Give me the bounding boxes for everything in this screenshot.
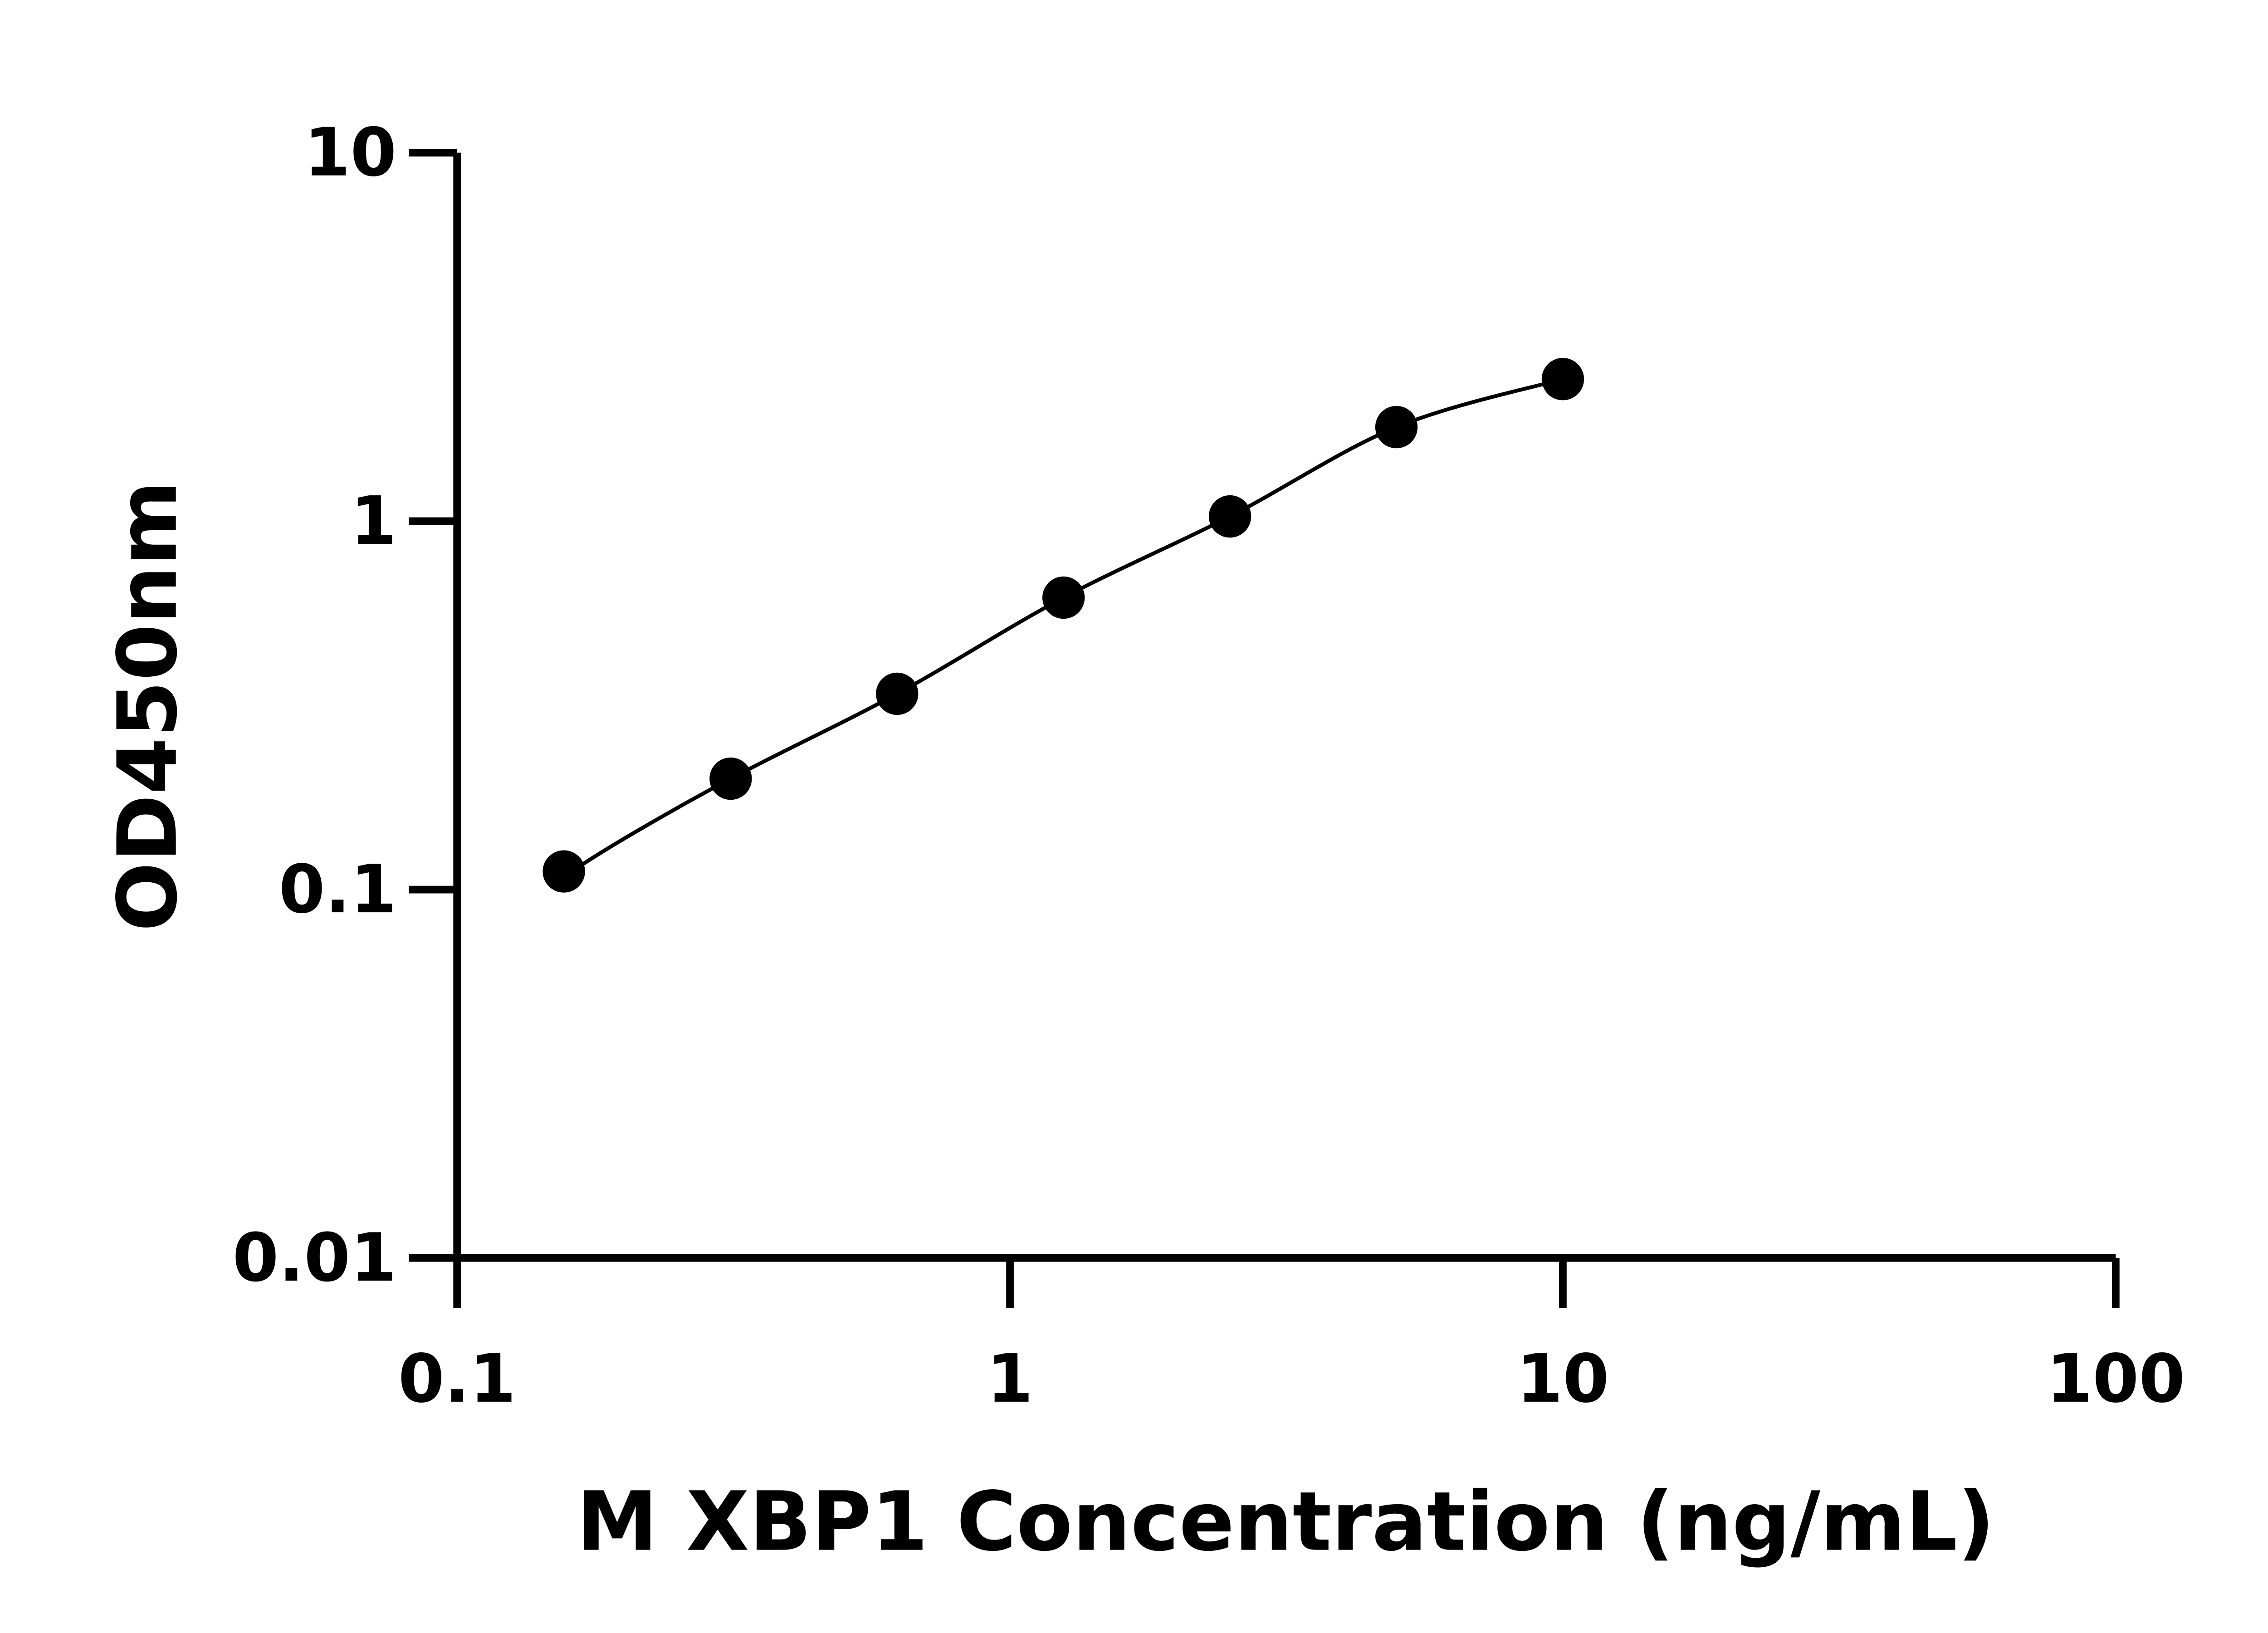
data-point [1375,406,1418,449]
x-tick-label: 1 [987,1340,1033,1418]
y-tick-label: 10 [304,114,396,191]
data-point [1541,358,1584,401]
data-point [1042,576,1085,619]
axes [408,149,2120,1308]
x-axis-title: M XBP1 Concentration (ng/mL) [577,1475,1994,1569]
data-point [1208,495,1251,538]
x-tick-label: 0.1 [398,1340,516,1418]
x-tick-label: 100 [2046,1340,2185,1418]
fit-curve [562,377,1564,879]
y-tick-label: 1 [350,482,396,560]
data-point [709,757,752,800]
y-tick-label: 0.1 [279,851,397,928]
y-axis-title: OD450nm [101,481,196,932]
data-point [543,850,585,893]
data-points [543,358,1584,893]
y-tick-label: 0.01 [232,1219,396,1296]
data-point [876,672,919,715]
x-tick-label: 10 [1516,1340,1609,1418]
